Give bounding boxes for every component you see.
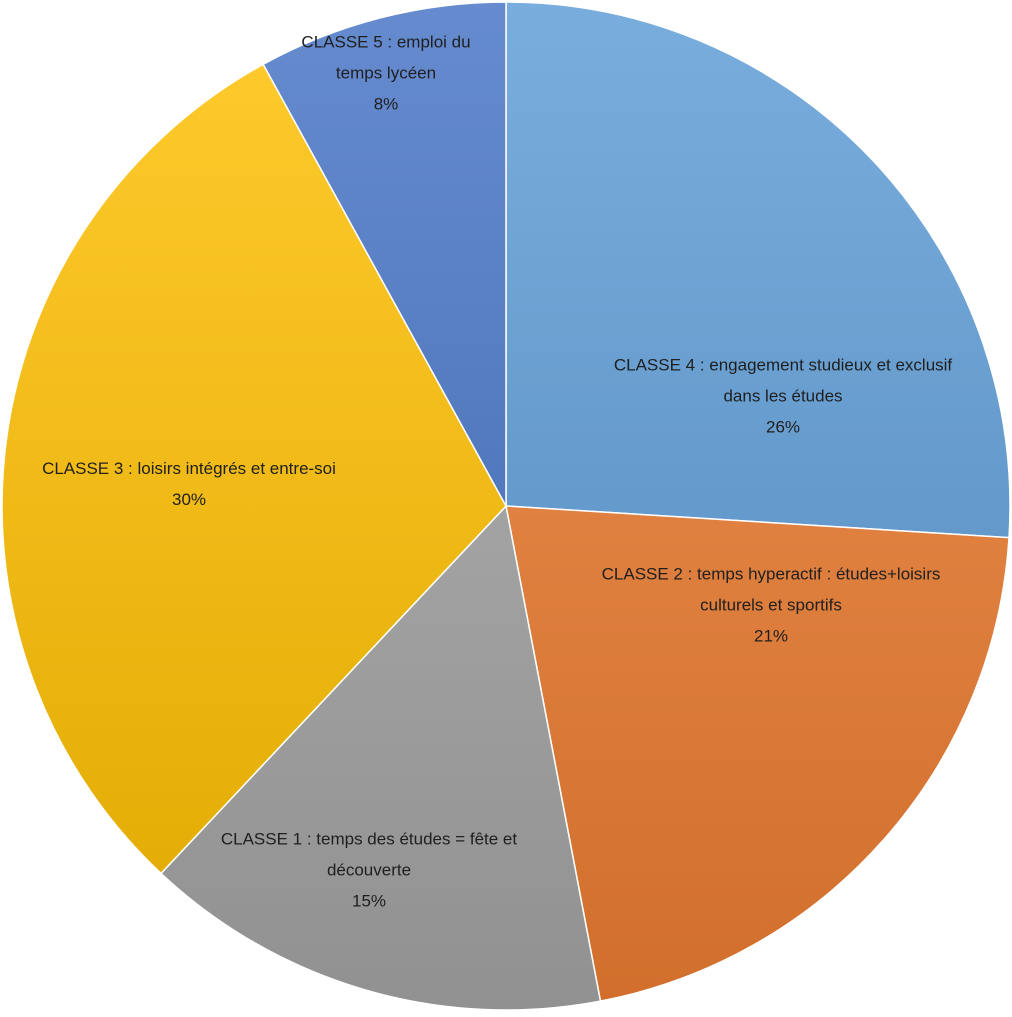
slice-label-4: CLASSE 3 : loisirs intégrés et entre-soi… <box>42 459 336 509</box>
slice-category-label: CLASSE 2 : temps hyperactif : études+loi… <box>602 564 941 583</box>
slice-label-2: CLASSE 2 : temps hyperactif : études+loi… <box>602 564 941 645</box>
slice-category-label: découverte <box>327 860 411 879</box>
slice-category-label: dans les études <box>723 386 842 405</box>
slice-value-label: 8% <box>374 94 399 113</box>
slice-label-3: CLASSE 1 : temps des études = fête et déc… <box>221 829 518 910</box>
slice-value-label: 26% <box>766 417 800 436</box>
slice-label-5: CLASSE 5 : emploi du temps lycéen 8% <box>301 32 470 113</box>
pie-slice-4 <box>1 63 507 875</box>
slice-value-label: 15% <box>352 891 386 910</box>
slice-value-label: 30% <box>172 490 206 509</box>
pie-slice-3 <box>159 504 602 1011</box>
slice-category-label: culturels et sportifs <box>700 595 842 614</box>
slice-category-label: CLASSE 4 : engagement studieux et exclus… <box>614 355 953 374</box>
pie-slice-2 <box>505 505 1010 1002</box>
labels-layer: CLASSE 4 : engagement studieux et exclus… <box>42 32 952 910</box>
slice-label-1: CLASSE 4 : engagement studieux et exclus… <box>614 355 953 436</box>
slice-category-label: CLASSE 5 : emploi du <box>301 32 470 51</box>
slice-category-label: CLASSE 3 : loisirs intégrés et entre-soi <box>42 459 336 478</box>
slice-category-label: CLASSE 1 : temps des études = fête et <box>221 829 518 848</box>
pie-slice-1 <box>505 1 1011 539</box>
slice-value-label: 21% <box>754 626 788 645</box>
slice-category-label: temps lycéen <box>336 63 436 82</box>
pie-slice-5 <box>262 1 507 507</box>
